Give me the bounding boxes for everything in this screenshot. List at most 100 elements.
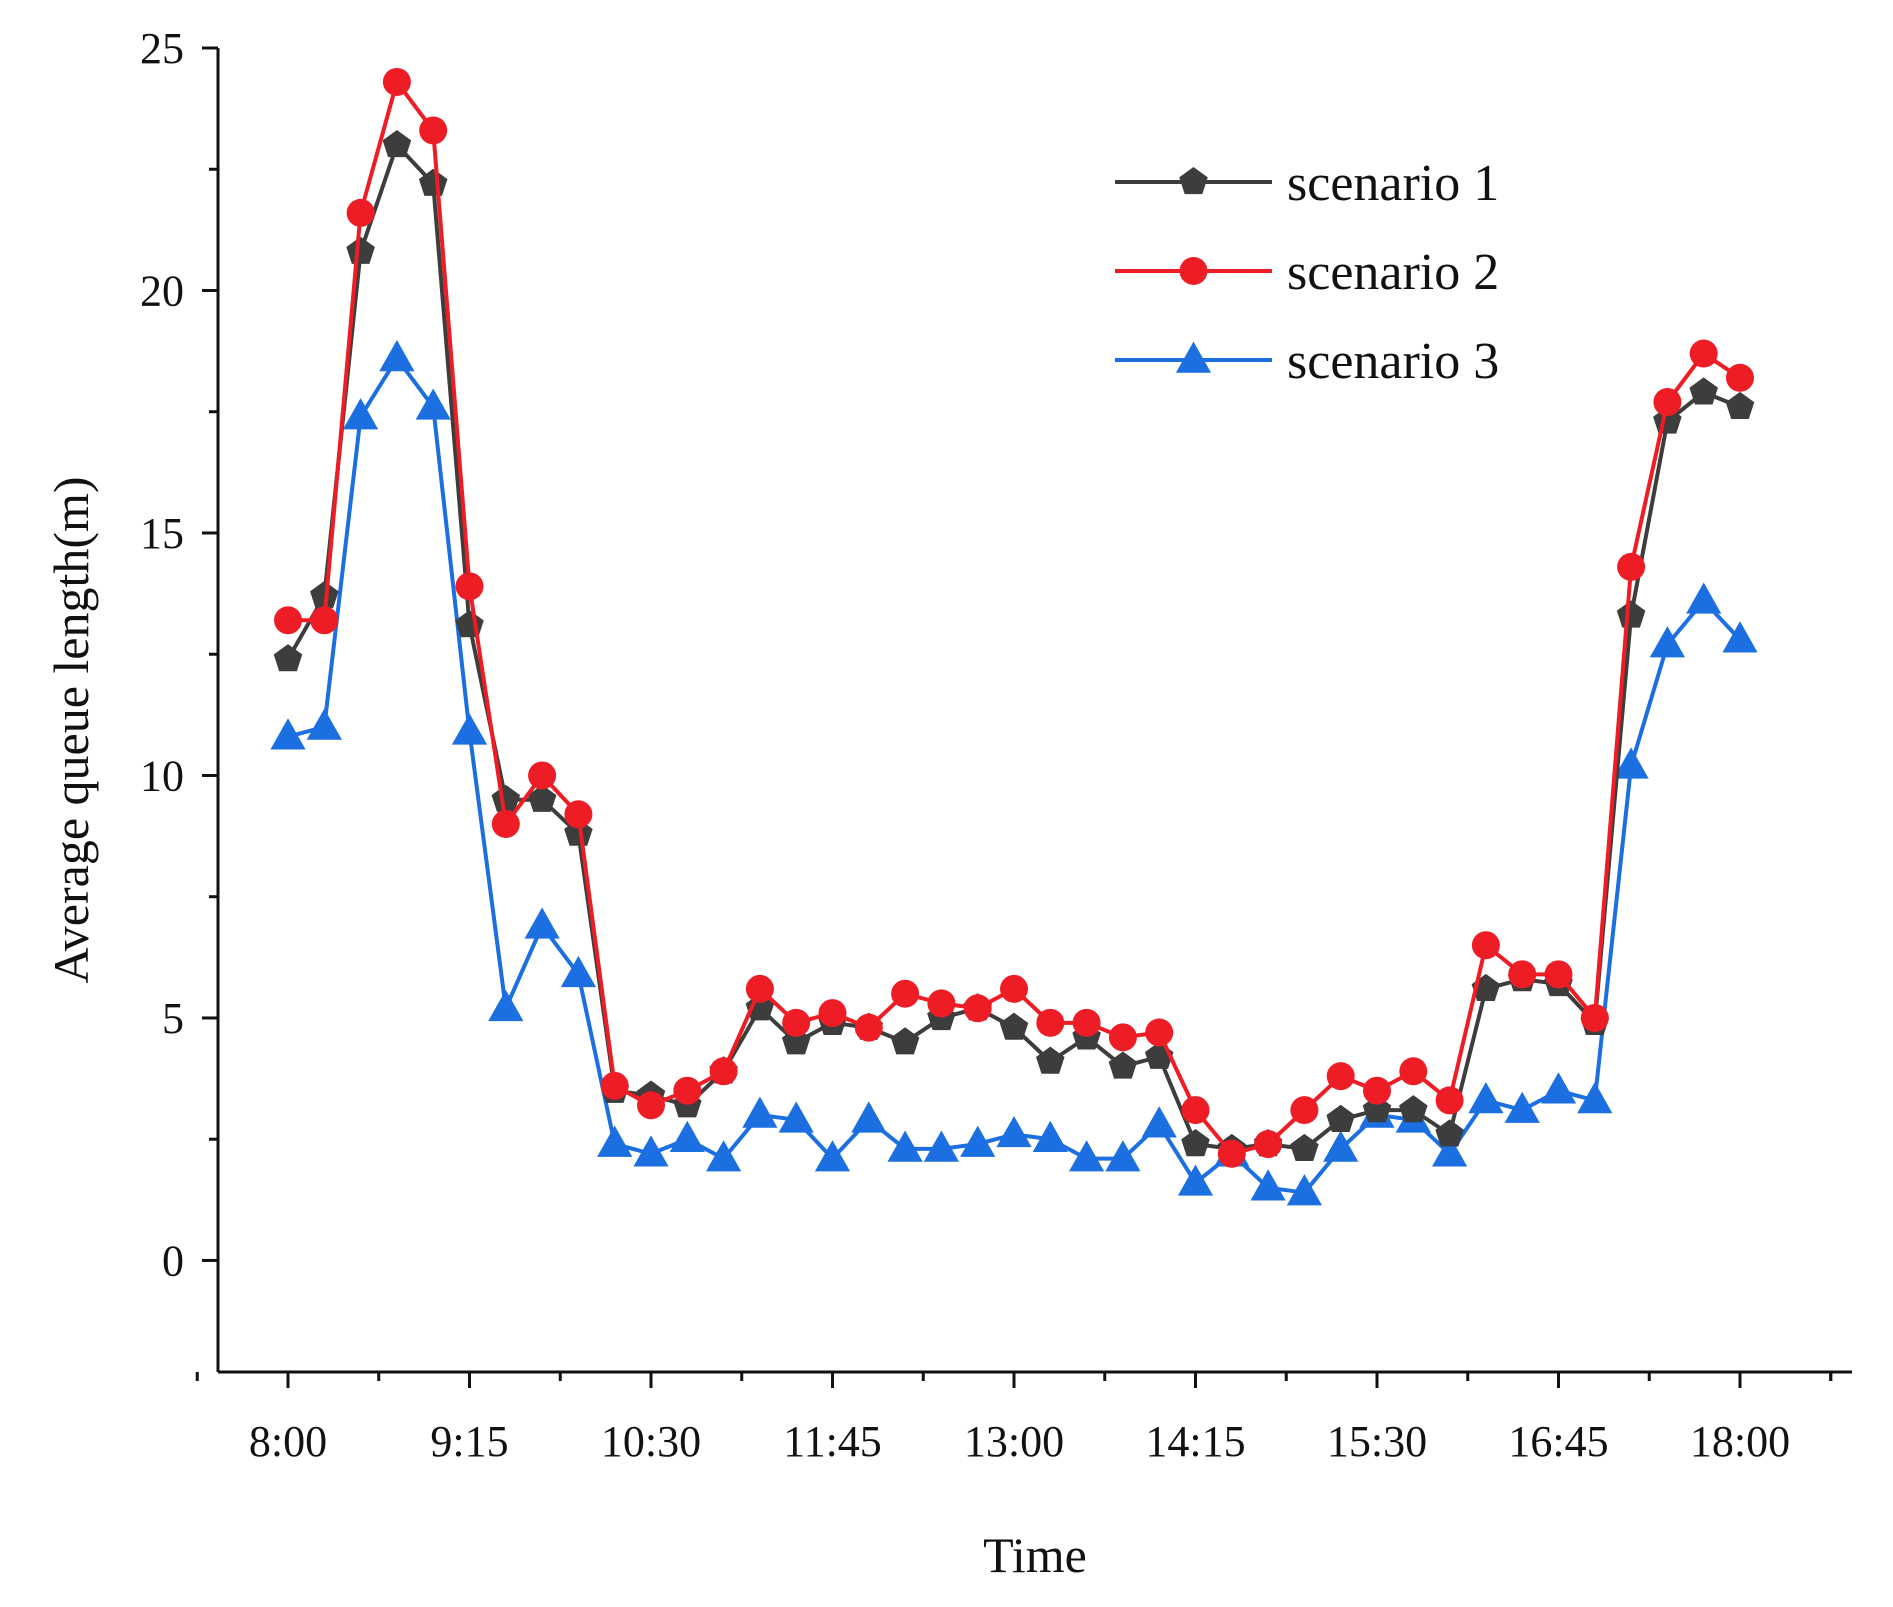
legend-label: scenario 2 [1287, 244, 1499, 301]
data-point [1432, 1135, 1468, 1167]
data-point [1649, 626, 1685, 658]
data-point [488, 989, 524, 1022]
data-point [1544, 960, 1573, 989]
data-point [1181, 1096, 1210, 1125]
data-point [782, 1008, 811, 1037]
data-point [1468, 1082, 1504, 1114]
data-point [527, 784, 557, 812]
data-point [963, 994, 992, 1023]
y-tick-label: 20 [140, 266, 184, 315]
data-point [455, 572, 484, 601]
data-point [1290, 1133, 1319, 1162]
data-point [1000, 974, 1028, 1003]
series-layer [270, 67, 1758, 1206]
data-point [1290, 1096, 1319, 1125]
data-point [999, 1012, 1029, 1040]
legend-entry: scenario 1 [1115, 155, 1499, 212]
data-point [1177, 1164, 1214, 1196]
data-point [673, 1076, 702, 1105]
data-point [1471, 931, 1500, 960]
data-point [1326, 1062, 1355, 1091]
data-point [1689, 339, 1718, 368]
y-tick-label: 15 [140, 509, 184, 558]
data-point [890, 1027, 920, 1055]
data-point [745, 974, 774, 1003]
data-point [1181, 1129, 1210, 1157]
y-tick-label: 25 [140, 24, 184, 73]
data-point [343, 398, 379, 430]
data-point [564, 800, 593, 829]
y-tick-label: 0 [162, 1236, 184, 1285]
legend-label: scenario 3 [1287, 333, 1499, 390]
series-scenario-1 [273, 129, 1755, 1162]
data-point [1363, 1076, 1391, 1105]
legend-entry: scenario 2 [1115, 244, 1499, 301]
x-tick-label: 16:45 [1508, 1417, 1608, 1466]
series-scenario-2 [274, 67, 1754, 1168]
y-tick-label: 5 [162, 994, 184, 1043]
data-point [778, 1101, 814, 1133]
data-point [669, 1120, 705, 1153]
data-point [491, 809, 520, 838]
data-point [379, 339, 415, 372]
data-point [996, 1115, 1032, 1148]
data-point [274, 606, 302, 635]
data-point [560, 955, 596, 988]
data-point [1217, 1139, 1246, 1168]
data-point [851, 1101, 887, 1133]
data-point [310, 606, 339, 635]
data-point [419, 116, 448, 145]
data-point [709, 1057, 738, 1086]
data-point [1435, 1086, 1464, 1115]
x-tick-label: 11:45 [783, 1417, 882, 1466]
data-point [415, 388, 451, 420]
data-point [1108, 1051, 1138, 1079]
data-point [346, 198, 375, 227]
data-point [706, 1140, 742, 1172]
data-point [1036, 1046, 1065, 1074]
data-point [1399, 1057, 1428, 1086]
data-point [528, 761, 557, 790]
data-point [451, 713, 488, 745]
y-axis-title: Average queue length(m) [43, 476, 99, 983]
data-point [1689, 377, 1718, 405]
data-point [600, 1071, 629, 1100]
data-point [1435, 1119, 1464, 1147]
data-point [637, 1091, 665, 1120]
y-tick-label: 10 [140, 751, 184, 800]
x-tick-label: 14:15 [1145, 1417, 1245, 1466]
data-point [1326, 1104, 1355, 1132]
series-line [287, 356, 1742, 1195]
data-point [1323, 1130, 1359, 1162]
data-point [1616, 600, 1646, 628]
data-point [1540, 1072, 1577, 1104]
data-point [1250, 1169, 1286, 1201]
axes: 0 5 10 15 20 25 8:00 9:15 10:30 11:45 13:00 14:15 15… [140, 24, 1852, 1466]
data-point [887, 1130, 923, 1162]
data-point [418, 168, 448, 196]
data-point [306, 708, 342, 740]
x-tick-label: 13:00 [964, 1417, 1064, 1466]
data-point [1032, 1120, 1068, 1153]
data-point [455, 610, 484, 638]
legend-entry: scenario 3 [1115, 333, 1499, 390]
data-point [1653, 388, 1682, 417]
data-point [1069, 1140, 1105, 1172]
x-axis-title: Time [983, 1527, 1087, 1583]
x-tick-label: 9:15 [430, 1417, 508, 1466]
data-point [854, 1013, 883, 1042]
legend-marker [1175, 341, 1212, 373]
series-scenario-3 [270, 339, 1758, 1206]
data-point [1686, 582, 1722, 614]
data-point [1577, 1082, 1613, 1114]
data-point [923, 1130, 959, 1162]
data-point [1722, 621, 1758, 653]
data-point [491, 784, 521, 812]
data-point [927, 989, 956, 1018]
data-point [633, 1135, 669, 1167]
data-point [1504, 1091, 1540, 1123]
data-point [814, 1140, 851, 1172]
data-point [891, 979, 920, 1008]
data-point [524, 907, 560, 939]
